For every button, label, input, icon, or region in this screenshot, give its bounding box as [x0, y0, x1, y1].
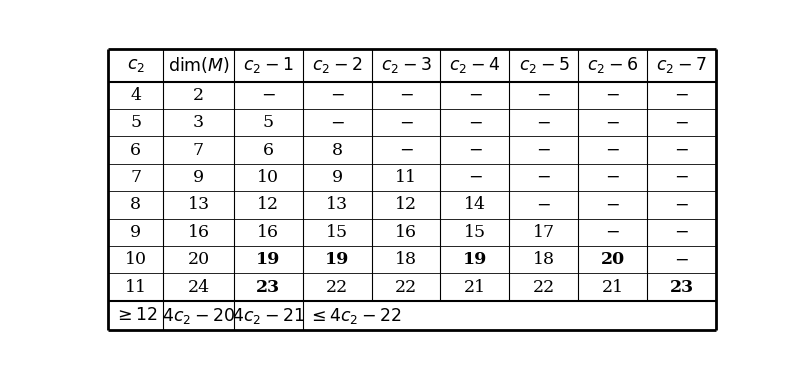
- Text: 11: 11: [394, 169, 417, 186]
- Text: 8: 8: [130, 196, 141, 213]
- Text: −: −: [536, 114, 550, 131]
- Text: $4c_2-20$: $4c_2-20$: [161, 306, 234, 326]
- Text: $c_2-6$: $c_2-6$: [586, 56, 638, 75]
- Text: 15: 15: [325, 224, 348, 241]
- Text: −: −: [605, 196, 619, 213]
- Text: 9: 9: [130, 224, 141, 241]
- Text: $c_2-5$: $c_2-5$: [518, 56, 569, 75]
- Text: −: −: [398, 114, 413, 131]
- Text: 13: 13: [325, 196, 348, 213]
- Text: 19: 19: [324, 251, 349, 268]
- Text: $\leq 4c_2-22$: $\leq 4c_2-22$: [308, 306, 401, 326]
- Text: $c_2-2$: $c_2-2$: [312, 56, 362, 75]
- Text: 24: 24: [187, 279, 210, 296]
- Text: 18: 18: [394, 251, 417, 268]
- Text: −: −: [467, 169, 482, 186]
- Text: −: −: [536, 169, 550, 186]
- Text: 16: 16: [257, 224, 279, 241]
- Text: −: −: [605, 114, 619, 131]
- Text: $c_2-4$: $c_2-4$: [449, 56, 499, 75]
- Text: −: −: [398, 87, 413, 104]
- Text: 22: 22: [325, 279, 348, 296]
- Text: 20: 20: [187, 251, 210, 268]
- Text: −: −: [605, 169, 619, 186]
- Text: 23: 23: [669, 279, 693, 296]
- Text: 5: 5: [263, 114, 273, 131]
- Text: −: −: [605, 224, 619, 241]
- Text: 4: 4: [130, 87, 141, 104]
- Text: 20: 20: [600, 251, 624, 268]
- Text: 10: 10: [124, 251, 146, 268]
- Text: 14: 14: [463, 196, 485, 213]
- Text: $c_2$: $c_2$: [127, 57, 145, 74]
- Text: −: −: [260, 87, 275, 104]
- Text: −: −: [329, 114, 344, 131]
- Text: −: −: [329, 87, 344, 104]
- Text: −: −: [605, 87, 619, 104]
- Text: 17: 17: [532, 224, 554, 241]
- Text: −: −: [467, 142, 482, 159]
- Text: $c_2-7$: $c_2-7$: [655, 56, 706, 75]
- Text: −: −: [674, 251, 688, 268]
- Text: 11: 11: [124, 279, 146, 296]
- Text: 16: 16: [394, 224, 417, 241]
- Text: 9: 9: [193, 169, 204, 186]
- Text: $\mathrm{dim}(M)$: $\mathrm{dim}(M)$: [167, 56, 229, 75]
- Text: 22: 22: [532, 279, 554, 296]
- Text: $4c_2-21$: $4c_2-21$: [231, 306, 304, 326]
- Text: −: −: [674, 142, 688, 159]
- Text: 9: 9: [331, 169, 342, 186]
- Text: 12: 12: [394, 196, 417, 213]
- Text: 21: 21: [463, 279, 485, 296]
- Text: $c_2-3$: $c_2-3$: [380, 56, 430, 75]
- Text: −: −: [605, 142, 619, 159]
- Text: −: −: [674, 114, 688, 131]
- Text: −: −: [467, 87, 482, 104]
- Text: 18: 18: [532, 251, 554, 268]
- Text: −: −: [536, 87, 550, 104]
- Text: 19: 19: [463, 251, 487, 268]
- Text: −: −: [674, 196, 688, 213]
- Text: −: −: [674, 87, 688, 104]
- Text: 15: 15: [463, 224, 485, 241]
- Text: 16: 16: [187, 224, 210, 241]
- Text: −: −: [674, 169, 688, 186]
- Text: $c_2-1$: $c_2-1$: [243, 56, 293, 75]
- Text: 10: 10: [257, 169, 279, 186]
- Text: 22: 22: [394, 279, 417, 296]
- Text: 6: 6: [263, 142, 273, 159]
- Text: 23: 23: [255, 279, 279, 296]
- Text: 21: 21: [601, 279, 623, 296]
- Text: 6: 6: [130, 142, 141, 159]
- Text: 7: 7: [193, 142, 204, 159]
- Text: 12: 12: [257, 196, 279, 213]
- Text: −: −: [398, 142, 413, 159]
- Text: 2: 2: [193, 87, 204, 104]
- Text: 13: 13: [187, 196, 210, 213]
- Text: −: −: [674, 224, 688, 241]
- Text: −: −: [467, 114, 482, 131]
- Text: $\geq 12$: $\geq 12$: [114, 307, 157, 324]
- Text: −: −: [536, 196, 550, 213]
- Text: 8: 8: [331, 142, 342, 159]
- Text: −: −: [536, 142, 550, 159]
- Text: 19: 19: [255, 251, 280, 268]
- Text: 7: 7: [130, 169, 141, 186]
- Text: 5: 5: [130, 114, 141, 131]
- Text: 3: 3: [193, 114, 204, 131]
